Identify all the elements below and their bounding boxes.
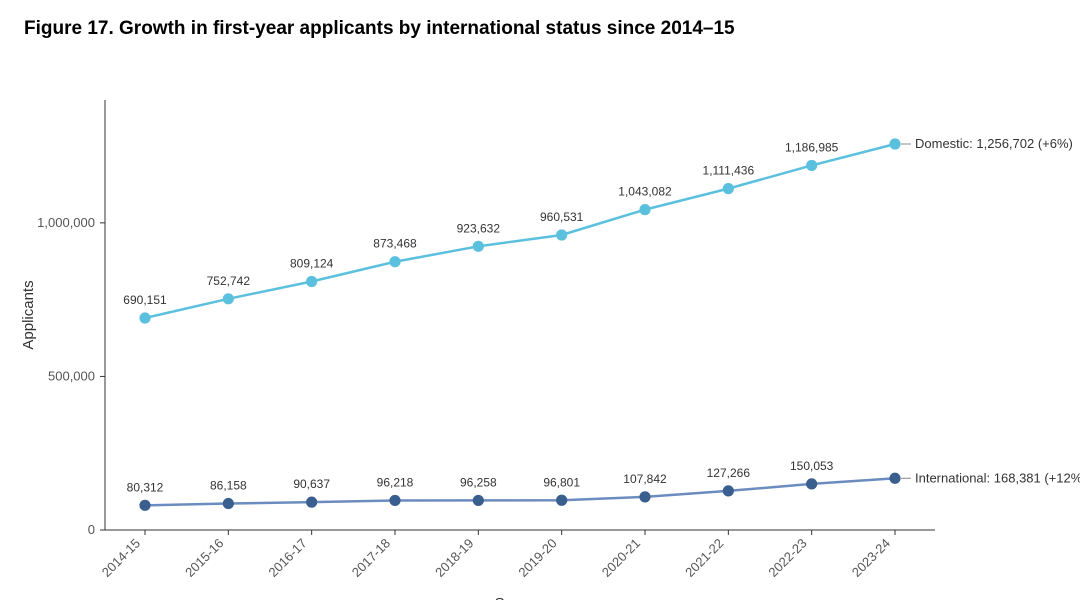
series-marker-domestic <box>723 184 733 194</box>
data-label-domestic: 873,468 <box>373 237 417 251</box>
figure-title: Figure 17. Growth in first-year applican… <box>0 0 1080 40</box>
series-marker-international <box>390 495 400 505</box>
series-marker-international <box>890 473 900 483</box>
y-tick-label: 1,000,000 <box>37 215 95 230</box>
series-marker-international <box>140 500 150 510</box>
x-tick-label: 2020-21 <box>599 536 643 580</box>
y-tick-label: 500,000 <box>48 368 95 383</box>
data-label-international: 96,258 <box>460 475 497 489</box>
series-marker-domestic <box>390 257 400 267</box>
data-label-international: 150,053 <box>790 459 834 473</box>
series-marker-international <box>473 495 483 505</box>
data-label-international: 127,266 <box>707 466 751 480</box>
series-marker-domestic <box>140 313 150 323</box>
series-marker-international <box>557 495 567 505</box>
data-label-international: 90,637 <box>293 477 330 491</box>
series-marker-domestic <box>307 276 317 286</box>
y-tick-label: 0 <box>88 522 95 537</box>
data-label-domestic: 1,043,082 <box>618 185 672 199</box>
x-axis-title: Season <box>495 595 546 600</box>
x-tick-label: 2016-17 <box>265 536 309 580</box>
x-tick-label: 2018-19 <box>432 536 476 580</box>
data-label-international: 86,158 <box>210 479 247 493</box>
data-label-international: 96,801 <box>543 475 580 489</box>
data-label-international: 107,842 <box>623 472 667 486</box>
chart-container: 0 500,000 1,000,000 Applicants 2014-15 2015-1… <box>0 40 1080 600</box>
y-axis-title: Applicants <box>20 280 37 349</box>
data-label-domestic: 923,632 <box>457 221 501 235</box>
series-marker-domestic <box>473 241 483 251</box>
series-marker-international <box>223 499 233 509</box>
data-label-international: 80,312 <box>127 480 164 494</box>
series-marker-domestic <box>223 294 233 304</box>
series-marker-international <box>807 479 817 489</box>
data-label-domestic: 1,186,985 <box>785 140 839 154</box>
series-marker-domestic <box>557 230 567 240</box>
series-end-label-international: International: 168,381 (+12%) <box>915 470 1080 485</box>
data-label-domestic: 809,124 <box>290 256 334 270</box>
data-label-domestic: 1,111,436 <box>703 164 755 178</box>
data-label-domestic: 752,742 <box>207 274 251 288</box>
series-marker-international <box>723 486 733 496</box>
series-marker-domestic <box>640 205 650 215</box>
series-marker-international <box>640 492 650 502</box>
x-tick-label: 2021-22 <box>682 536 726 580</box>
x-tick-label: 2019-20 <box>515 536 559 580</box>
series-line-domestic <box>145 144 895 318</box>
data-label-domestic: 960,531 <box>540 210 584 224</box>
series-marker-domestic <box>807 160 817 170</box>
line-chart: 0 500,000 1,000,000 Applicants 2014-15 2015-1… <box>0 40 1080 600</box>
x-tick-label: 2015-16 <box>182 536 226 580</box>
series-marker-domestic <box>890 139 900 149</box>
x-tick-label: 2022-23 <box>765 536 809 580</box>
x-tick-label: 2014-15 <box>99 536 143 580</box>
data-label-international: 96,218 <box>377 475 414 489</box>
series-end-label-domestic: Domestic: 1,256,702 (+6%) <box>915 136 1073 151</box>
data-label-domestic: 690,151 <box>123 293 167 307</box>
x-tick-label: 2023-24 <box>849 536 893 580</box>
x-tick-label: 2017-18 <box>349 536 393 580</box>
series-line-international <box>145 478 895 505</box>
series-marker-international <box>307 497 317 507</box>
